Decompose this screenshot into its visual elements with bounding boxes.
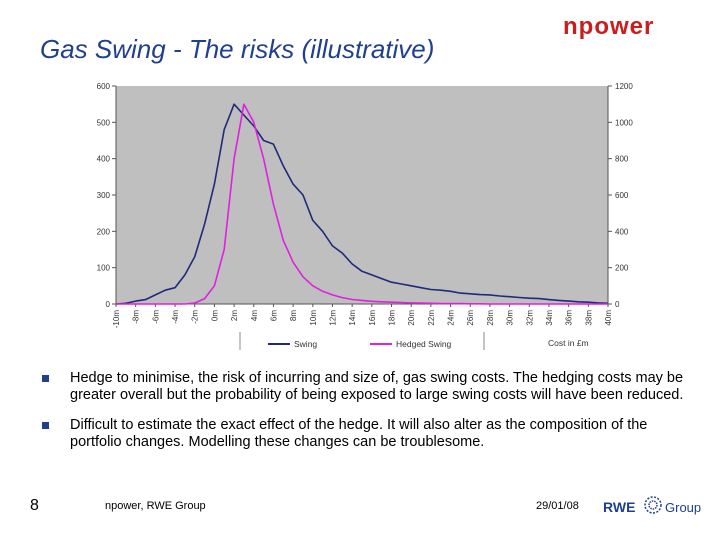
footer-company: npower, RWE Group	[105, 500, 206, 512]
x-tick-label: 34m	[545, 310, 554, 326]
x-tick-label: 6m	[269, 310, 278, 321]
right-tick-label: 1200	[615, 82, 633, 91]
series-line-hedged-swing	[116, 103, 608, 305]
legend-label: Swing	[294, 339, 317, 349]
x-axis-label: Cost in £m	[548, 338, 589, 348]
left-tick-label: 500	[97, 118, 111, 127]
x-tick-label: 26m	[466, 310, 475, 326]
x-tick-label: 20m	[407, 310, 416, 326]
left-tick-label: 100	[97, 264, 111, 273]
rwe-group-text: Group	[665, 500, 701, 515]
swing-chart: 0 100 200 300 400 500 600 0 200 400 600 800 1000 1200…	[97, 82, 633, 350]
x-tick-label: 0m	[210, 310, 219, 321]
rwe-logo: RWE Group	[603, 496, 701, 515]
x-tick-label: -2m	[191, 310, 200, 324]
npower-logo-text: npower	[563, 14, 654, 40]
right-tick-label: 0	[615, 300, 620, 309]
bullet-text: Hedge to minimise, the risk of incurring…	[70, 370, 684, 403]
right-tick-label: 1000	[615, 118, 633, 127]
x-tick-label: 40m	[604, 310, 613, 326]
bullet-item: Difficult to estimate the exact effect o…	[40, 417, 690, 451]
x-tick-label: 38m	[584, 310, 593, 326]
bullet-list: Hedge to minimise, the risk of incurring…	[40, 370, 690, 464]
x-tick-label: 8m	[289, 310, 298, 321]
left-tick-label: 600	[97, 82, 111, 91]
bullet-item: Hedge to minimise, the risk of incurring…	[40, 370, 690, 404]
x-tick-label: 36m	[565, 310, 574, 326]
npower-logo: npower	[563, 14, 654, 40]
x-tick-label: 22m	[427, 310, 436, 326]
x-tick-label: 28m	[486, 310, 495, 326]
x-tick-label: 32m	[525, 310, 534, 326]
x-tick-label: 12m	[328, 310, 337, 326]
left-tick-label: 0	[106, 300, 111, 309]
x-tick-label: 24m	[447, 310, 456, 326]
legend-label: Hedged Swing	[396, 339, 452, 349]
x-tick-label: 16m	[368, 310, 377, 326]
x-tick-label: -8m	[132, 310, 141, 324]
x-tick-label: -10m	[112, 310, 121, 329]
x-tick-label: 14m	[348, 310, 357, 326]
x-tick-label: 18m	[388, 310, 397, 326]
bullet-text: Difficult to estimate the exact effect o…	[70, 417, 648, 450]
footer-date: 29/01/08	[536, 500, 579, 512]
plot-area	[116, 86, 608, 304]
left-tick-label: 400	[97, 155, 111, 164]
left-tick-label: 200	[97, 227, 111, 236]
series-line-swing	[115, 103, 609, 305]
slide-title: Gas Swing - The risks (illustrative)	[40, 34, 435, 64]
rwe-swirl-icon	[644, 496, 662, 514]
right-tick-label: 600	[615, 191, 629, 200]
x-tick-label: -4m	[171, 310, 180, 324]
left-tick-label: 300	[97, 191, 111, 200]
x-tick-label: 10m	[309, 310, 318, 326]
x-tick-label: 4m	[250, 310, 259, 321]
x-tick-label: 2m	[230, 310, 239, 321]
slide-number: 8	[30, 497, 39, 514]
square-bullet-icon	[42, 375, 49, 382]
right-tick-label: 200	[615, 264, 629, 273]
right-tick-label: 800	[615, 155, 629, 164]
x-tick-label: -6m	[151, 310, 160, 324]
x-tick-label: 30m	[506, 310, 515, 326]
rwe-logo-text: RWE	[603, 499, 635, 515]
right-tick-label: 400	[615, 227, 629, 236]
square-bullet-icon	[42, 422, 49, 429]
